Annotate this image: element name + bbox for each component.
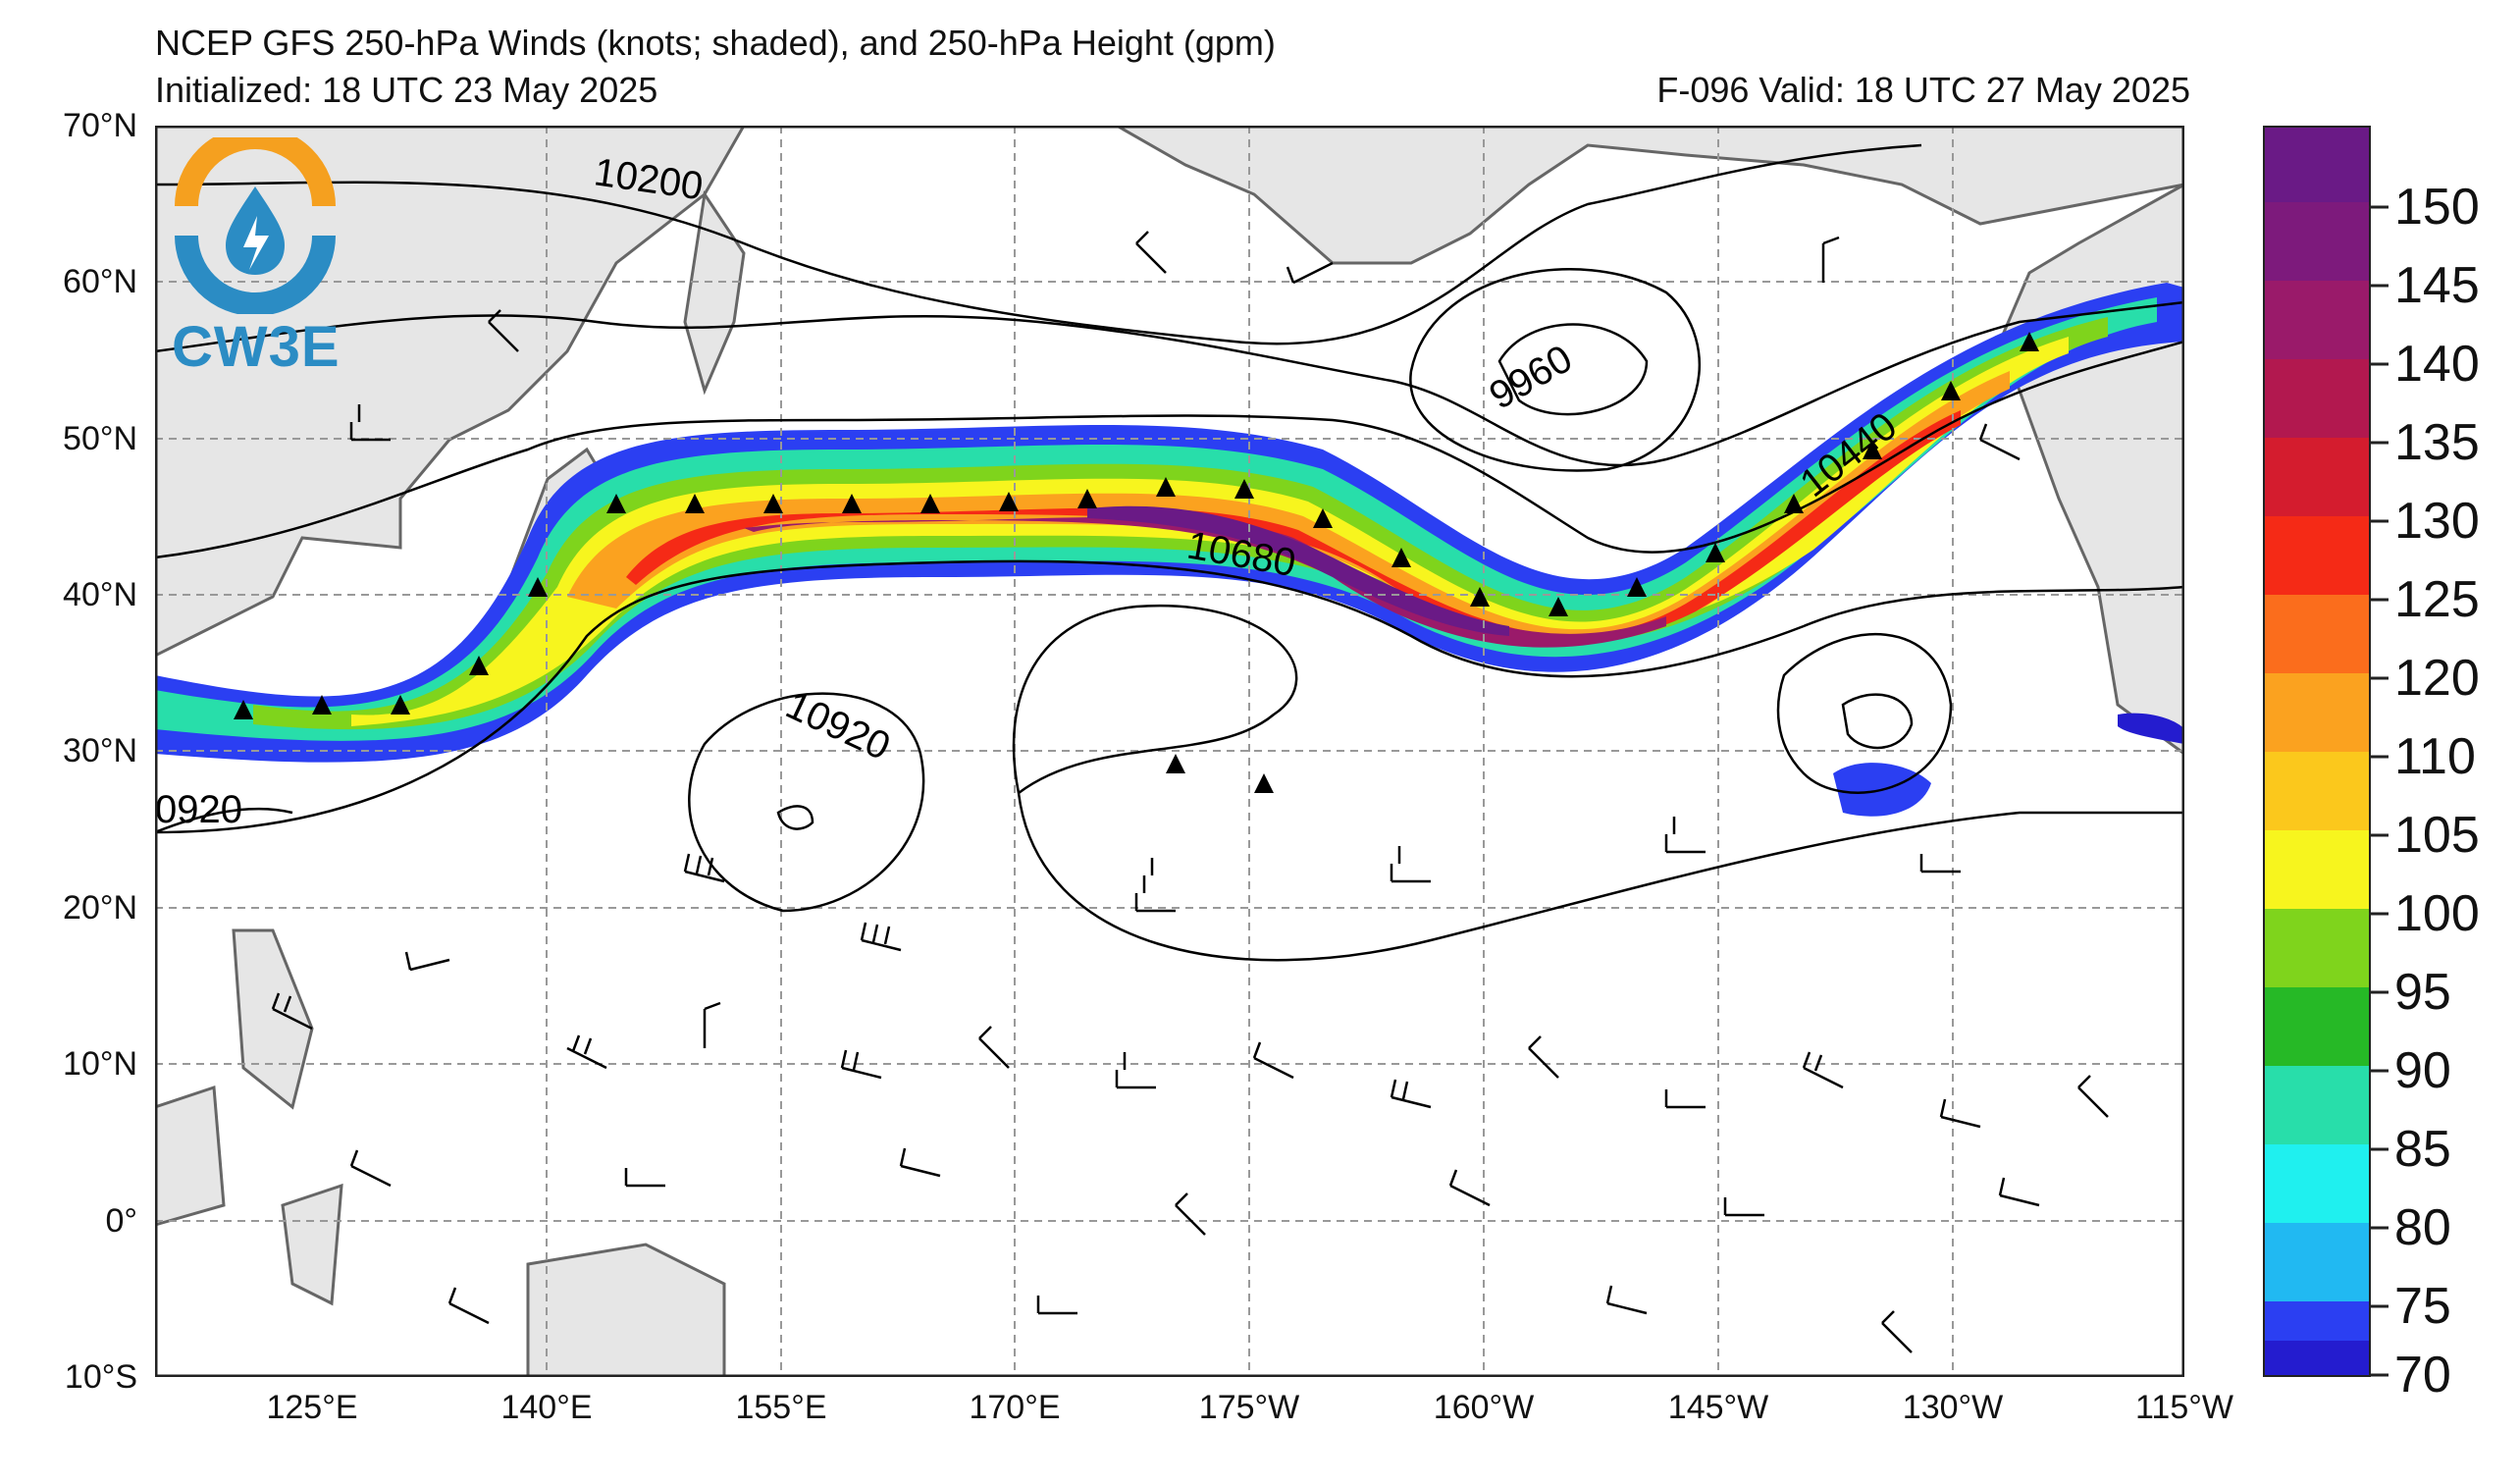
- lat-label: 10°S: [64, 1358, 137, 1396]
- lon-label: 115°W: [2135, 1389, 2233, 1426]
- colorbar-segment: [2265, 830, 2369, 909]
- map-title: NCEP GFS 250-hPa Winds (knots; shaded), …: [155, 23, 1276, 63]
- colorbar-tick: [2369, 1304, 2389, 1308]
- colorbar-segment: [2265, 128, 2369, 202]
- colorbar-segment: [2265, 752, 2369, 830]
- colorbar-tick: [2369, 912, 2389, 916]
- land-masses: [155, 126, 2184, 1377]
- lat-label: 0°: [105, 1202, 137, 1240]
- colorbar-label: 90: [2394, 1042, 2451, 1099]
- lon-label: 140°E: [500, 1389, 593, 1426]
- asia-land: [155, 126, 746, 658]
- colorbar-label: 70: [2394, 1347, 2451, 1404]
- colorbar-label: 100: [2394, 885, 2480, 942]
- cw3e-logo: [167, 126, 343, 383]
- lat-label: 60°N: [63, 263, 137, 300]
- colorbar-segment: [2265, 673, 2369, 752]
- colorbar-tick: [2369, 990, 2389, 994]
- philippines-land: [232, 928, 314, 1110]
- colorbar-tick: [2369, 755, 2389, 759]
- colorbar-segment: [2265, 438, 2369, 516]
- colorbar-tick: [2369, 1147, 2389, 1151]
- colorbar-tick: [2369, 205, 2389, 209]
- height-contours: [155, 143, 2184, 962]
- colorbar-label: 140: [2394, 336, 2480, 393]
- colorbar-segment: [2265, 202, 2369, 281]
- alaska-land: [1113, 126, 2184, 265]
- colorbar-label: 145: [2394, 257, 2480, 314]
- colorbar-label: 85: [2394, 1121, 2451, 1178]
- lon-label: 160°W: [1433, 1389, 1535, 1426]
- colorbar-segment: [2265, 987, 2369, 1066]
- colorbar-label: 120: [2394, 650, 2480, 707]
- sulawesi-land: [281, 1183, 343, 1306]
- map-frame: [155, 126, 2184, 1377]
- colorbar-segment: [2265, 1223, 2369, 1301]
- colorbar-segment: [2265, 1301, 2369, 1341]
- contour-label-10920: 10920: [779, 683, 896, 768]
- colorbar-tick: [2369, 676, 2389, 680]
- colorbar-label: 135: [2394, 414, 2480, 471]
- colorbar-segment: [2265, 595, 2369, 673]
- colorbar-label: 125: [2394, 571, 2480, 628]
- colorbar-label: 150: [2394, 179, 2480, 236]
- lat-label: 50°N: [63, 420, 137, 457]
- borneo-land: [155, 1085, 226, 1227]
- colorbar-label: 110: [2394, 728, 2476, 785]
- colorbar-tick: [2369, 598, 2389, 602]
- wind-barbs: [271, 231, 2109, 1353]
- colorbar: [2263, 126, 2371, 1377]
- logo-text: CW3E: [172, 315, 341, 379]
- lat-label: 40°N: [63, 576, 137, 613]
- valid-time: F-096 Valid: 18 UTC 27 May 2025: [1656, 70, 2190, 110]
- gridlines: [155, 126, 2184, 1377]
- colorbar-tick: [2369, 519, 2389, 523]
- colorbar-tick: [2369, 441, 2389, 445]
- lon-label: 155°E: [735, 1389, 827, 1426]
- lon-label: 170°E: [969, 1389, 1061, 1426]
- lat-label: 20°N: [63, 889, 137, 927]
- colorbar-label: 130: [2394, 493, 2480, 550]
- initialized-time: Initialized: 18 UTC 23 May 2025: [155, 70, 658, 110]
- lat-label: 10°N: [63, 1045, 137, 1083]
- lon-label: 175°W: [1198, 1389, 1300, 1426]
- lon-label: 125°E: [266, 1389, 358, 1426]
- colorbar-label: 80: [2394, 1199, 2451, 1256]
- contour-label-0920: 0920: [155, 788, 242, 831]
- colorbar-segment: [2265, 516, 2369, 595]
- contour-label-9960: 9960: [1483, 337, 1580, 418]
- lat-label: 30°N: [63, 732, 137, 769]
- water-drop-lightning-icon: [175, 126, 336, 316]
- jet-barbs: [234, 332, 2039, 793]
- colorbar-tick: [2369, 1226, 2389, 1230]
- colorbar-tick: [2369, 833, 2389, 837]
- colorbar-label: 75: [2394, 1278, 2451, 1335]
- colorbar-segment: [2265, 281, 2369, 359]
- map-panel: 10200 9960 10440 10680 10920 0920: [155, 126, 2184, 1377]
- lat-label: 70°N: [63, 107, 137, 144]
- north-america-land: [1998, 183, 2184, 756]
- colorbar-label: 105: [2394, 807, 2480, 864]
- colorbar-segment: [2265, 909, 2369, 987]
- colorbar-segment: [2265, 359, 2369, 438]
- colorbar-tick: [2369, 362, 2389, 366]
- lon-label: 145°W: [1667, 1389, 1769, 1426]
- jet-band-150: [1087, 505, 1509, 636]
- colorbar-tick: [2369, 284, 2389, 288]
- colorbar-segment: [2265, 1341, 2369, 1375]
- eastern-jet-tip: [2118, 713, 2184, 744]
- colorbar-segment: [2265, 1066, 2369, 1144]
- map-canvas: 10200 9960 10440 10680 10920 0920: [155, 126, 2184, 1377]
- colorbar-tick: [2369, 1069, 2389, 1073]
- colorbar-tick: [2369, 1373, 2389, 1377]
- colorbar-label: 95: [2394, 964, 2451, 1021]
- new-guinea-land: [526, 1243, 726, 1377]
- colorbar-segment: [2265, 1144, 2369, 1223]
- lon-label: 130°W: [1902, 1389, 2004, 1426]
- kamchatka-land: [683, 189, 746, 396]
